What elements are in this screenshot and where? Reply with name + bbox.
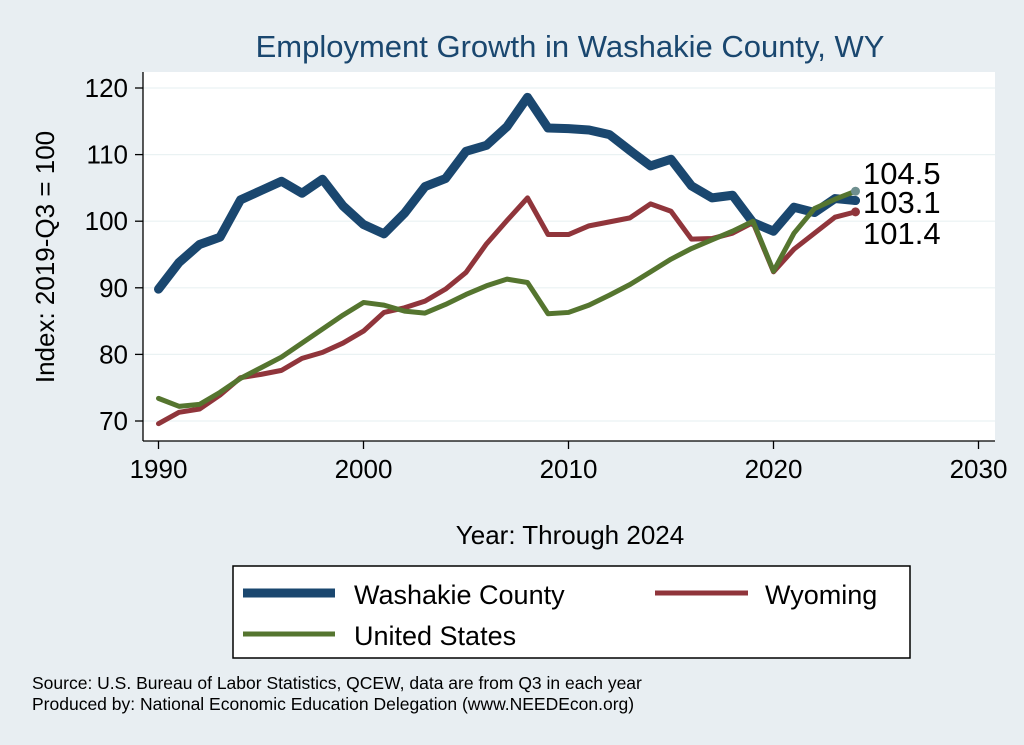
endpoint-marker-wyoming [851, 207, 860, 217]
y-tick-label: 90 [99, 273, 128, 303]
y-tick-label: 120 [85, 73, 128, 103]
producer-note: Produced by: National Economic Education… [32, 694, 634, 714]
x-tick-label: 2000 [335, 454, 393, 484]
axis-ticks: 70 80 90 100 110 120 1990 2000 2010 2020 2030 [85, 73, 1008, 484]
series-line-washakie-county [154, 92, 860, 294]
chart-title: Employment Growth in Washakie County, WY [256, 29, 885, 64]
x-tick-label: 2030 [950, 454, 1008, 484]
source-note: Source: U.S. Bureau of Labor Statistics,… [32, 673, 642, 693]
end-label-wyoming: 101.4 [863, 216, 941, 251]
y-tick-label: 80 [99, 339, 128, 369]
legend: Washakie County Wyoming United States [232, 565, 911, 659]
endpoint-marker-united-states [851, 186, 860, 196]
y-tick-label: 70 [99, 406, 128, 436]
x-axis-title: Year: Through 2024 [456, 520, 684, 550]
plot-area [143, 72, 995, 441]
y-axis-title: Index: 2019-Q3 = 100 [30, 131, 60, 383]
x-tick-label: 2020 [745, 454, 803, 484]
endpoint-marker-washakie-county [851, 196, 860, 206]
grid-lines [143, 87, 995, 422]
end-label-united-states: 104.5 [863, 156, 941, 191]
series-lines [154, 92, 860, 427]
legend-label-wyoming: Wyoming [765, 580, 877, 610]
series-line-united-states [156, 188, 858, 409]
x-tick-label: 1990 [130, 454, 188, 484]
end-label-washakie-county: 103.1 [863, 185, 941, 220]
legend-label-washakie: Washakie County [354, 580, 565, 610]
legend-box [232, 565, 911, 659]
legend-label-united-states: United States [354, 621, 516, 651]
x-tick-label: 2010 [540, 454, 598, 484]
y-tick-label: 100 [85, 206, 128, 236]
y-tick-label: 110 [87, 140, 128, 170]
